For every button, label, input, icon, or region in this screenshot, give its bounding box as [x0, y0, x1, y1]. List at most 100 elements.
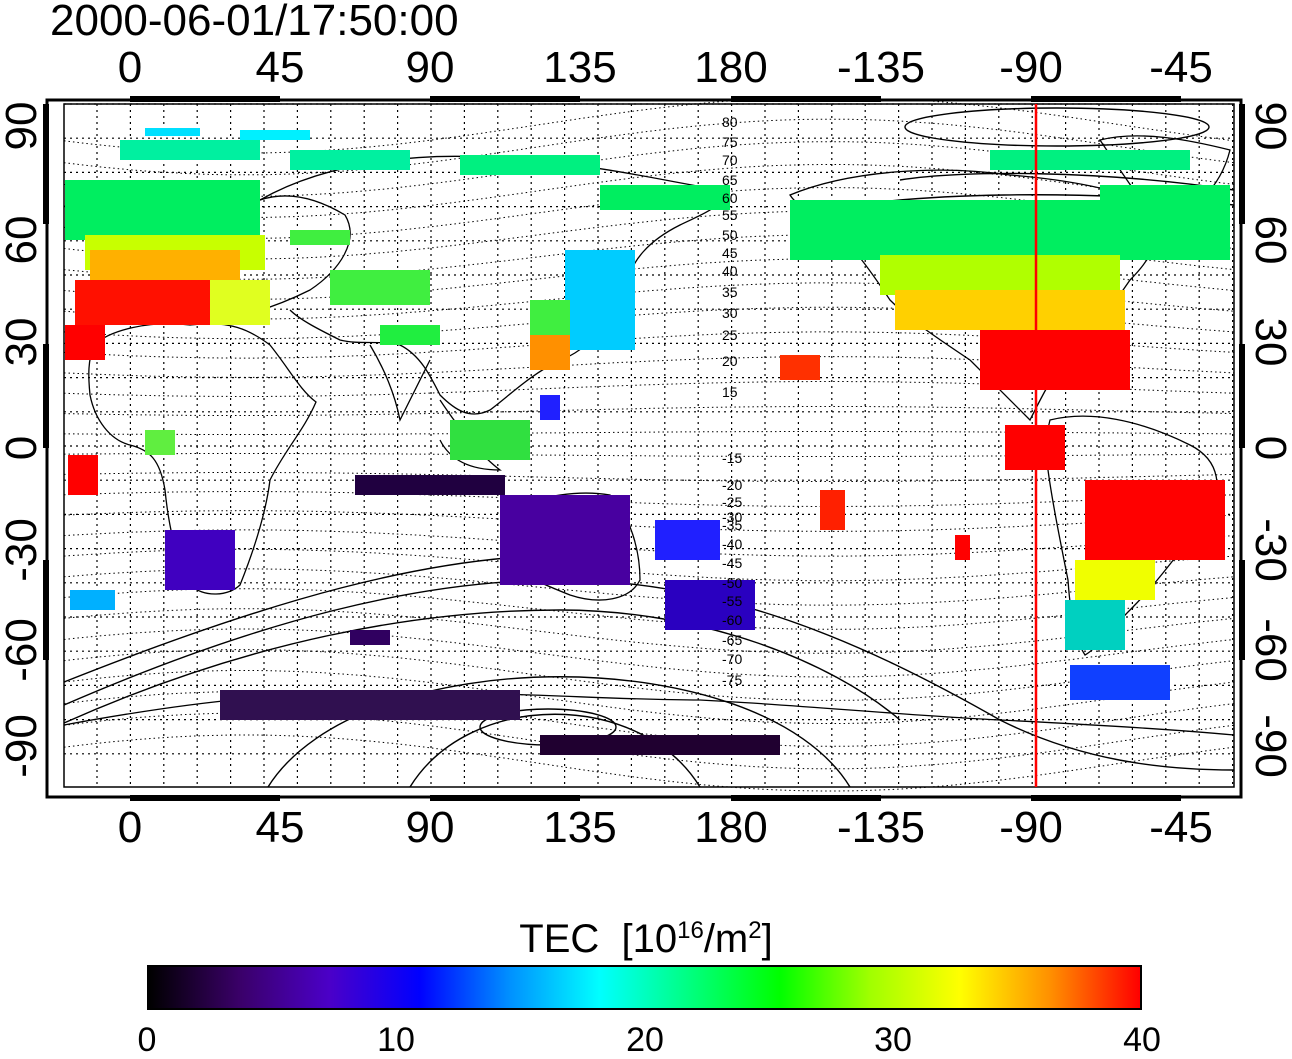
contour-label: 30 [722, 305, 738, 321]
bottom-lon-tick: -135 [836, 803, 926, 852]
contour-label: -30 [722, 509, 742, 525]
tec-cell [145, 128, 200, 136]
bottom-lon-tick: 180 [694, 803, 768, 852]
contour-label: -35 [722, 517, 742, 533]
contour-label: -40 [722, 536, 742, 552]
colorbar-unit-suffix: ] [761, 917, 773, 962]
tec-cell [990, 150, 1190, 170]
tec-cell [68, 455, 98, 495]
contour-label: 55 [722, 207, 738, 223]
contour-label: 35 [722, 284, 738, 300]
top-lon-tick: -135 [836, 43, 926, 92]
colorbar-label-text: TEC [519, 917, 600, 962]
colorbar-unit-mid: /m [703, 917, 749, 962]
tec-cell [780, 355, 820, 380]
contour-label: -65 [722, 632, 742, 648]
tec-cell [820, 490, 845, 530]
tec-cell [165, 530, 235, 590]
tec-cell [450, 420, 530, 460]
map-title: 2000-06-01/17:50:00 [50, 0, 459, 45]
contour-label: -50 [722, 575, 742, 591]
contour-label: -15 [722, 450, 742, 466]
tec-cell [665, 580, 755, 630]
tec-data [65, 128, 1230, 755]
top-lon-tick: 90 [405, 43, 455, 92]
contour-label: 65 [722, 172, 738, 188]
colorbar-tick: 40 [1123, 1021, 1161, 1059]
magnetic-contour [63, 472, 1235, 482]
contour-label: 45 [722, 245, 738, 261]
magnetic-contour [63, 529, 1235, 557]
contour-label: -75 [722, 672, 742, 688]
tec-cell [955, 535, 970, 560]
magnetic-contour [63, 608, 1235, 654]
top-lon-tick: 45 [255, 43, 305, 92]
tec-cell [1065, 600, 1125, 650]
coast-africa [88, 323, 317, 595]
tec-cell [70, 590, 115, 610]
bottom-lon-tick: -90 [999, 803, 1063, 852]
magnetic-contour [63, 548, 1235, 582]
tec-cell [220, 690, 520, 720]
frame-ticks [43, 96, 1245, 801]
tec-cell [210, 280, 270, 325]
tec-cell [1075, 560, 1155, 600]
contour-label: 25 [722, 327, 738, 343]
tec-cell [655, 520, 720, 560]
contour-label: 70 [722, 152, 738, 168]
tec-cell [980, 330, 1130, 390]
tec-cell [65, 325, 105, 360]
contour-label: 20 [722, 353, 738, 369]
tec-cell [355, 475, 505, 495]
tec-cell [380, 325, 440, 345]
top-lon-tick: 135 [543, 43, 617, 92]
tec-cell [880, 255, 1120, 295]
top-lon-tick: 180 [694, 43, 768, 92]
colorbar-tick: 30 [874, 1021, 912, 1059]
contour-label: 80 [722, 114, 738, 130]
magnetic-contour [63, 306, 1235, 340]
contour-label: 75 [722, 134, 738, 150]
tec-cell [1070, 665, 1170, 700]
tec-cell [120, 140, 260, 160]
tec-cell [1100, 185, 1230, 215]
tec-cell [600, 185, 730, 210]
contour-label: -45 [722, 555, 742, 571]
colorbar-tick: 20 [626, 1021, 664, 1059]
contour-label: -70 [722, 651, 742, 667]
magnetic-contour [63, 331, 1235, 359]
tec-cell [290, 230, 350, 245]
tec-cell [290, 150, 410, 170]
tec-cell [65, 180, 260, 240]
magnetic-contour [63, 356, 1235, 378]
magnetic-contour [63, 491, 1235, 507]
contour-label: -20 [722, 477, 742, 493]
magnetic-contour [64, 453, 1235, 457]
tec-cell [565, 250, 635, 350]
colorbar-label: TEC [1016/m2] [0, 908, 1292, 962]
top-lon-tick: -45 [1149, 43, 1213, 92]
tec-cell [540, 395, 560, 420]
magnetic-contour [63, 568, 1235, 606]
magnetic-contour [63, 406, 1235, 416]
contour-label: -55 [722, 593, 742, 609]
tec-cell [1085, 480, 1225, 560]
tec-cell [460, 155, 600, 175]
bottom-lon-tick: 0 [117, 803, 143, 852]
coast-india [369, 344, 431, 422]
tec-cell [895, 290, 1125, 330]
bottom-lon-tick: 90 [405, 803, 455, 852]
contour-label: 60 [722, 190, 738, 206]
contour-label: -25 [722, 494, 742, 510]
magnetic-contour [63, 381, 1235, 397]
magnetic-contour [64, 431, 1235, 435]
contour-label: 50 [722, 227, 738, 243]
magnetic-contour [63, 588, 1235, 630]
bottom-lon-tick: -45 [1149, 803, 1213, 852]
tec-cell [330, 270, 430, 305]
contour-label: -60 [722, 612, 742, 628]
colorbar-unit-exponent-2: 2 [748, 917, 762, 944]
colorbar-tick: 10 [377, 1021, 415, 1059]
tec-cell [240, 130, 310, 140]
